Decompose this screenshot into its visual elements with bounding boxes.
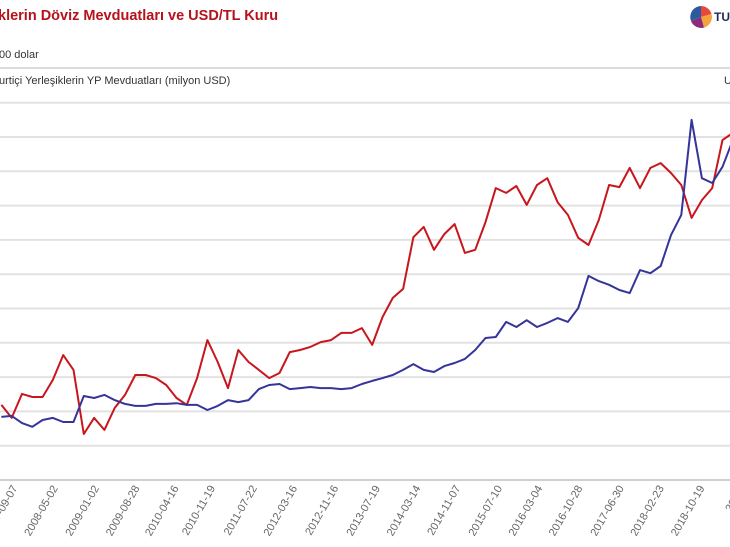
x-tick-label: 2007-09-07 xyxy=(0,484,20,539)
x-tick-label: 2019- xyxy=(723,483,730,514)
x-tick-label: 2017-06-30 xyxy=(588,484,627,539)
x-tick-label: 2010-11-19 xyxy=(180,484,218,538)
x-tick-label: 2016-10-28 xyxy=(547,484,586,539)
x-tick-label: 2009-08-28 xyxy=(104,484,143,539)
x-tick-label: 2010-04-16 xyxy=(143,484,182,539)
chart-subtitle: 00 dolar xyxy=(0,49,39,61)
chart-title: klerin Döviz Mevduatları ve USD/TL Kuru xyxy=(0,8,279,24)
x-tick-label: 2011-07-22 xyxy=(222,484,260,538)
logo: TUR xyxy=(690,6,730,28)
logo-text: TUR xyxy=(714,10,730,24)
x-tick-label: 2012-03-16 xyxy=(262,484,301,539)
series-line-red xyxy=(0,133,730,435)
x-tick-label: 2018-10-19 xyxy=(669,484,708,539)
x-tick-label: 2012-11-16 xyxy=(303,484,341,538)
x-tick-label: 2008-05-02 xyxy=(22,484,61,539)
x-tick-label: 2009-01-02 xyxy=(63,484,102,539)
header-divider xyxy=(0,67,730,69)
x-tick-label: 2013-07-19 xyxy=(344,484,383,539)
series-line-blue xyxy=(1,118,730,428)
logo-pie-icon xyxy=(690,6,712,28)
x-tick-label: 2018-02-23 xyxy=(628,484,667,539)
legend-right-series: U xyxy=(724,75,730,87)
x-tick-label: 2014-11-07 xyxy=(425,484,463,538)
legend-left-series: urtiçi Yerleşiklerin YP Mevduatları (mil… xyxy=(0,75,231,87)
x-tick-label: 2014-03-14 xyxy=(385,484,424,539)
x-tick-label: 2015-07-10 xyxy=(467,484,506,539)
x-tick-label: 2016-03-04 xyxy=(507,484,546,539)
